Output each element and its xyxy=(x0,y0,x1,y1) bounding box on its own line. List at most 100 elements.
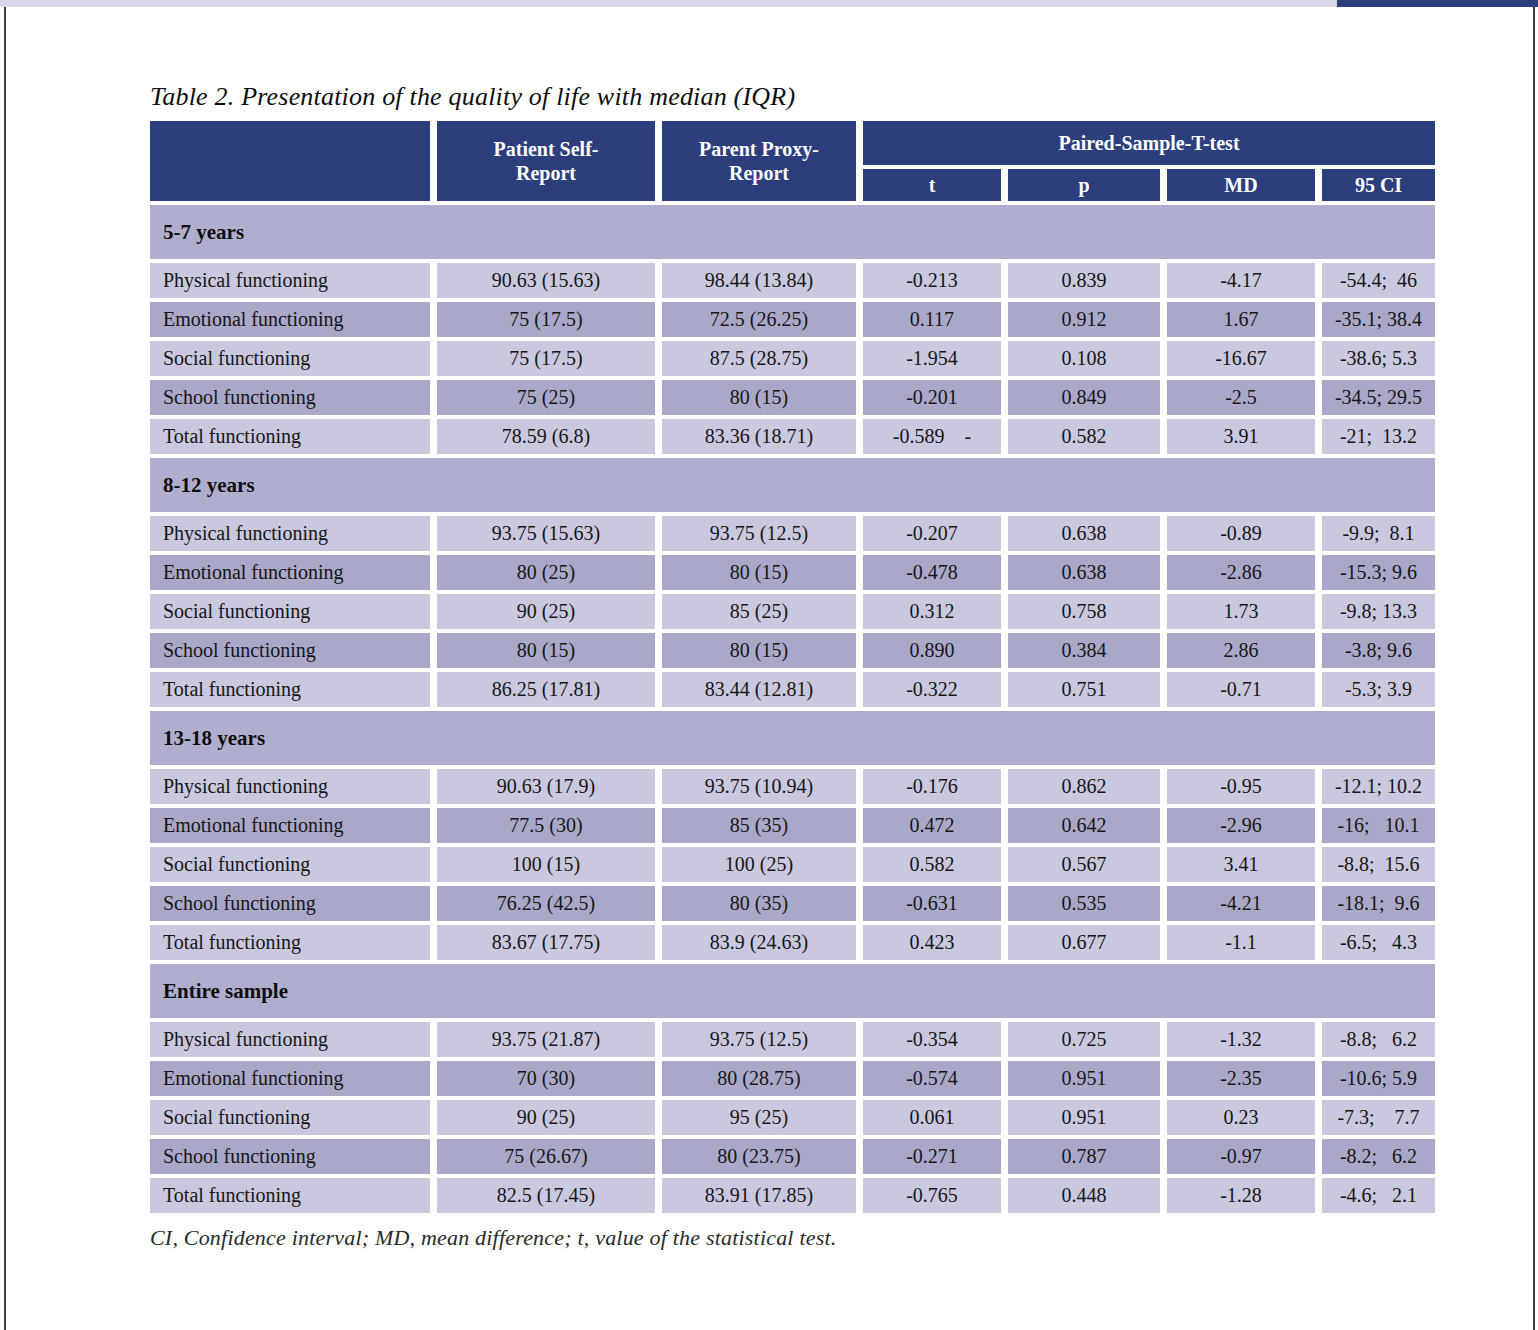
ci-cell: -12.1; 10.2 xyxy=(1322,769,1435,804)
section-header-row: 5-7 years xyxy=(150,205,1435,259)
p-cell: 0.108 xyxy=(1008,341,1160,376)
row-label-cell: School functioning xyxy=(150,1139,430,1174)
t-cell: -0.213 xyxy=(863,263,1001,298)
md-cell: -2.5 xyxy=(1167,380,1315,415)
md-cell: 3.91 xyxy=(1167,419,1315,454)
proxy-report-cell: 83.36 (18.71) xyxy=(662,419,856,454)
ci-cell: -54.4; 46 xyxy=(1322,263,1435,298)
ci-cell: -3.8; 9.6 xyxy=(1322,633,1435,668)
ci-cell: -18.1; 9.6 xyxy=(1322,886,1435,921)
proxy-report-cell: 83.91 (17.85) xyxy=(662,1178,856,1213)
ci-cell: -15.3; 9.6 xyxy=(1322,555,1435,590)
self-report-cell: 75 (26.67) xyxy=(437,1139,655,1174)
self-report-cell: 83.67 (17.75) xyxy=(437,925,655,960)
md-cell: -1.32 xyxy=(1167,1022,1315,1057)
self-report-cell: 86.25 (17.81) xyxy=(437,672,655,707)
p-cell: 0.582 xyxy=(1008,419,1160,454)
md-cell: -4.21 xyxy=(1167,886,1315,921)
p-cell: 0.951 xyxy=(1008,1061,1160,1096)
self-report-cell: 100 (15) xyxy=(437,847,655,882)
md-cell: -0.97 xyxy=(1167,1139,1315,1174)
header-parent-proxy-report-label: Parent Proxy-Report xyxy=(684,137,834,185)
self-report-cell: 75 (17.5) xyxy=(437,302,655,337)
row-label-cell: Physical functioning xyxy=(150,1022,430,1057)
ci-cell: -9.9; 8.1 xyxy=(1322,516,1435,551)
t-cell: -0.354 xyxy=(863,1022,1001,1057)
p-cell: 0.787 xyxy=(1008,1139,1160,1174)
row-label-cell: Emotional functioning xyxy=(150,555,430,590)
t-cell: 0.423 xyxy=(863,925,1001,960)
md-cell: -1.28 xyxy=(1167,1178,1315,1213)
header-corner-cell xyxy=(150,121,430,201)
page-top-strip-light xyxy=(0,0,1337,7)
t-cell: -0.322 xyxy=(863,672,1001,707)
ci-cell: -10.6; 5.9 xyxy=(1322,1061,1435,1096)
ci-cell: -8.8; 6.2 xyxy=(1322,1022,1435,1057)
row-label-cell: Physical functioning xyxy=(150,769,430,804)
md-cell: -2.35 xyxy=(1167,1061,1315,1096)
section-header-row: 8-12 years xyxy=(150,458,1435,512)
ci-cell: -7.3; 7.7 xyxy=(1322,1100,1435,1135)
p-cell: 0.535 xyxy=(1008,886,1160,921)
row-label-cell: Physical functioning xyxy=(150,263,430,298)
header-p: p xyxy=(1008,169,1160,201)
header-md: MD xyxy=(1167,169,1315,201)
section-header-row: Entire sample xyxy=(150,964,1435,1018)
self-report-cell: 90.63 (15.63) xyxy=(437,263,655,298)
t-cell: -0.478 xyxy=(863,555,1001,590)
p-cell: 0.448 xyxy=(1008,1178,1160,1213)
proxy-report-cell: 80 (15) xyxy=(662,633,856,668)
proxy-report-cell: 80 (35) xyxy=(662,886,856,921)
p-cell: 0.638 xyxy=(1008,516,1160,551)
self-report-cell: 76.25 (42.5) xyxy=(437,886,655,921)
md-cell: -0.95 xyxy=(1167,769,1315,804)
p-cell: 0.839 xyxy=(1008,263,1160,298)
md-cell: 2.86 xyxy=(1167,633,1315,668)
proxy-report-cell: 87.5 (28.75) xyxy=(662,341,856,376)
row-label-cell: Total functioning xyxy=(150,419,430,454)
self-report-cell: 93.75 (15.63) xyxy=(437,516,655,551)
p-cell: 0.567 xyxy=(1008,847,1160,882)
t-cell: 0.472 xyxy=(863,808,1001,843)
self-report-cell: 80 (25) xyxy=(437,555,655,590)
ci-cell: -8.2; 6.2 xyxy=(1322,1139,1435,1174)
ci-cell: -5.3; 3.9 xyxy=(1322,672,1435,707)
ci-cell: -21; 13.2 xyxy=(1322,419,1435,454)
proxy-report-cell: 85 (25) xyxy=(662,594,856,629)
page-content: Table 2. Presentation of the quality of … xyxy=(150,82,1435,1251)
row-label-cell: Total functioning xyxy=(150,925,430,960)
proxy-report-cell: 95 (25) xyxy=(662,1100,856,1135)
ci-cell: -38.6; 5.3 xyxy=(1322,341,1435,376)
p-cell: 0.638 xyxy=(1008,555,1160,590)
section-header-row: 13-18 years xyxy=(150,711,1435,765)
self-report-cell: 70 (30) xyxy=(437,1061,655,1096)
t-cell: -0.765 xyxy=(863,1178,1001,1213)
proxy-report-cell: 93.75 (12.5) xyxy=(662,1022,856,1057)
row-label-cell: Emotional functioning xyxy=(150,302,430,337)
md-cell: -1.1 xyxy=(1167,925,1315,960)
t-cell: -0.631 xyxy=(863,886,1001,921)
self-report-cell: 93.75 (21.87) xyxy=(437,1022,655,1057)
proxy-report-cell: 83.44 (12.81) xyxy=(662,672,856,707)
t-cell: -1.954 xyxy=(863,341,1001,376)
row-label-cell: Social functioning xyxy=(150,1100,430,1135)
header-paired-sample-t-test: Paired-Sample-T-test xyxy=(863,121,1435,165)
header-patient-self-report: Patient Self-Report xyxy=(437,121,655,201)
self-report-cell: 82.5 (17.45) xyxy=(437,1178,655,1213)
row-label-cell: Total functioning xyxy=(150,672,430,707)
t-cell: 0.312 xyxy=(863,594,1001,629)
md-cell: 3.41 xyxy=(1167,847,1315,882)
row-label-cell: Emotional functioning xyxy=(150,808,430,843)
md-cell: -0.71 xyxy=(1167,672,1315,707)
t-cell: -0.176 xyxy=(863,769,1001,804)
proxy-report-cell: 80 (15) xyxy=(662,555,856,590)
row-label-cell: School functioning xyxy=(150,380,430,415)
t-cell: -0.574 xyxy=(863,1061,1001,1096)
row-label-cell: Social functioning xyxy=(150,594,430,629)
header-t: t xyxy=(863,169,1001,201)
md-cell: -4.17 xyxy=(1167,263,1315,298)
header-95ci: 95 CI xyxy=(1322,169,1435,201)
proxy-report-cell: 80 (28.75) xyxy=(662,1061,856,1096)
proxy-report-cell: 83.9 (24.63) xyxy=(662,925,856,960)
qol-table: Patient Self-Report Parent Proxy-Report … xyxy=(150,121,1435,1213)
